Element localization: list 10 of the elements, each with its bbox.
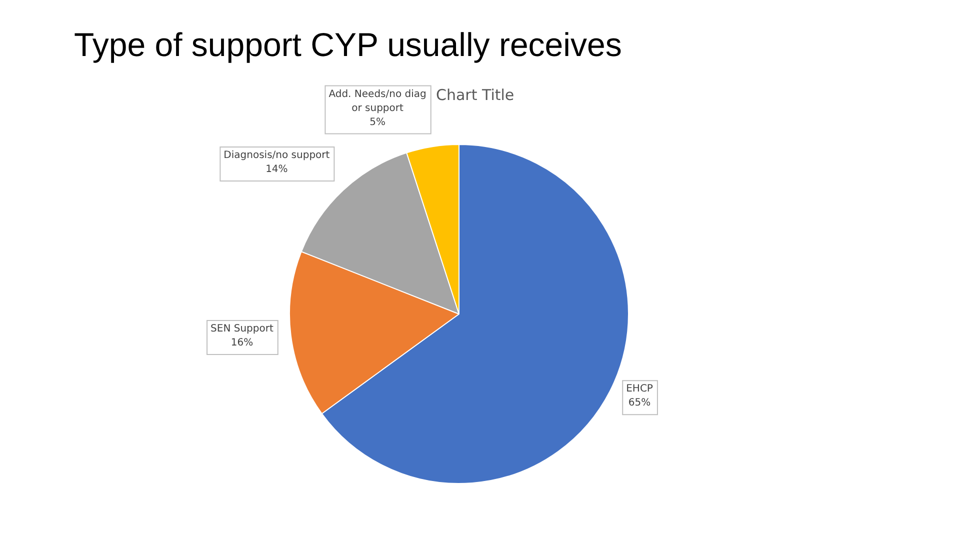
chart-subtitle: Chart Title <box>436 86 514 104</box>
data-label: 5% <box>370 116 386 128</box>
slice-label: Add. Needs/no diag or support <box>328 88 426 114</box>
data-label: 14% <box>266 164 288 176</box>
slice-label: SEN Support <box>210 324 274 335</box>
slice-label: EHCP <box>626 384 653 395</box>
data-label: 16% <box>230 338 254 349</box>
slice-label: Diagnosis/no support <box>224 150 330 162</box>
data-label: 65% <box>628 398 651 409</box>
chart-title: Type of support CYP usually receives <box>74 26 622 64</box>
